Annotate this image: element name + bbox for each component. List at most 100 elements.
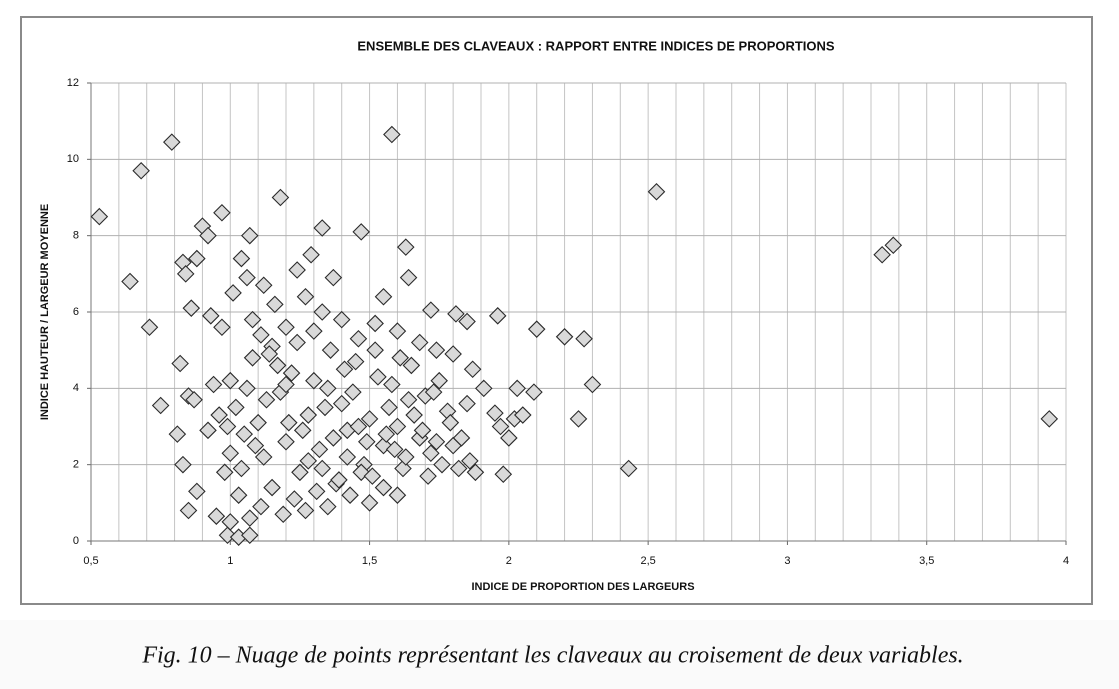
data-point (299, 406, 318, 424)
data-point (388, 417, 407, 436)
data-point (271, 188, 290, 207)
data-point (313, 303, 331, 321)
data-point (413, 421, 432, 440)
y-tick-label: 10 (67, 153, 79, 165)
data-point (491, 417, 510, 436)
data-point (884, 236, 903, 254)
data-point (252, 326, 270, 344)
data-point (313, 459, 331, 478)
data-point (377, 425, 396, 443)
data-point (488, 307, 507, 325)
data-point (241, 526, 259, 545)
data-point (458, 394, 476, 413)
data-point (466, 463, 485, 482)
data-point (229, 486, 248, 504)
data-point (441, 413, 460, 432)
data-point (369, 368, 387, 386)
data-point (335, 360, 354, 379)
data-point (188, 482, 206, 501)
data-point (288, 261, 306, 279)
chart-title: ENSEMBLE DES CLAVEAUX : RAPPORT ENTRE IN… (357, 38, 835, 53)
data-point (388, 322, 407, 340)
data-point (430, 371, 448, 390)
data-point (274, 505, 292, 524)
x-tick-label: 1 (227, 555, 233, 567)
data-point (199, 226, 217, 245)
data-point (171, 354, 189, 373)
data-point (210, 406, 228, 424)
data-point (1040, 410, 1059, 428)
data-point (185, 391, 203, 409)
data-point (419, 467, 437, 485)
data-point (433, 455, 451, 474)
data-point (282, 364, 301, 382)
data-point (527, 320, 546, 338)
data-point (358, 432, 376, 451)
data-point (202, 307, 220, 325)
data-point (296, 501, 315, 520)
data-point (514, 406, 532, 424)
data-point (583, 375, 602, 394)
y-tick-label: 0 (73, 535, 79, 547)
data-point (188, 249, 206, 268)
x-tick-label: 3,5 (919, 555, 934, 567)
data-point (349, 417, 368, 436)
data-point (293, 421, 312, 440)
data-point (427, 341, 446, 359)
data-point (525, 383, 543, 401)
data-point (218, 417, 237, 436)
data-point (266, 295, 284, 314)
data-point (263, 478, 281, 497)
data-point (374, 287, 393, 306)
x-tick-label: 1,5 (362, 555, 377, 567)
data-point (305, 322, 323, 340)
data-point (380, 398, 398, 417)
data-point (402, 356, 421, 375)
figure-caption: Fig. 10 – Nuage de points représentant l… (141, 643, 963, 669)
data-point (475, 379, 493, 398)
data-point (319, 379, 337, 398)
data-point (422, 444, 440, 462)
data-point (90, 207, 109, 226)
data-point (422, 301, 440, 319)
data-point (383, 125, 401, 144)
y-tick-label: 2 (73, 459, 79, 471)
data-point (243, 310, 262, 329)
data-point (254, 448, 273, 466)
data-point (363, 467, 382, 485)
data-point (486, 404, 504, 422)
data-point (310, 440, 329, 459)
data-point (349, 329, 368, 348)
data-point (221, 513, 240, 531)
y-tick-label: 12 (67, 77, 79, 89)
data-point (174, 455, 192, 474)
data-point (316, 398, 334, 417)
data-point (508, 379, 526, 398)
data-point (260, 345, 279, 363)
data-point (494, 465, 513, 483)
data-point (366, 341, 384, 359)
data-point (168, 425, 187, 443)
data-point (307, 482, 326, 501)
x-tick-label: 0,5 (83, 555, 98, 567)
y-tick-label: 6 (73, 306, 79, 318)
data-point (444, 345, 462, 363)
data-point (176, 265, 195, 283)
x-tick-label: 2 (506, 555, 512, 567)
data-point (647, 182, 666, 201)
data-point (344, 383, 362, 401)
data-point (285, 490, 304, 508)
data-point (346, 352, 365, 371)
data-point (299, 452, 318, 470)
data-point (163, 133, 181, 151)
chart-frame (20, 16, 1093, 605)
data-point (410, 333, 429, 352)
y-tick-label: 4 (73, 382, 79, 394)
data-point (619, 459, 638, 478)
data-point (313, 219, 331, 237)
data-point (277, 432, 295, 451)
data-point (296, 287, 315, 306)
data-point (213, 318, 231, 337)
